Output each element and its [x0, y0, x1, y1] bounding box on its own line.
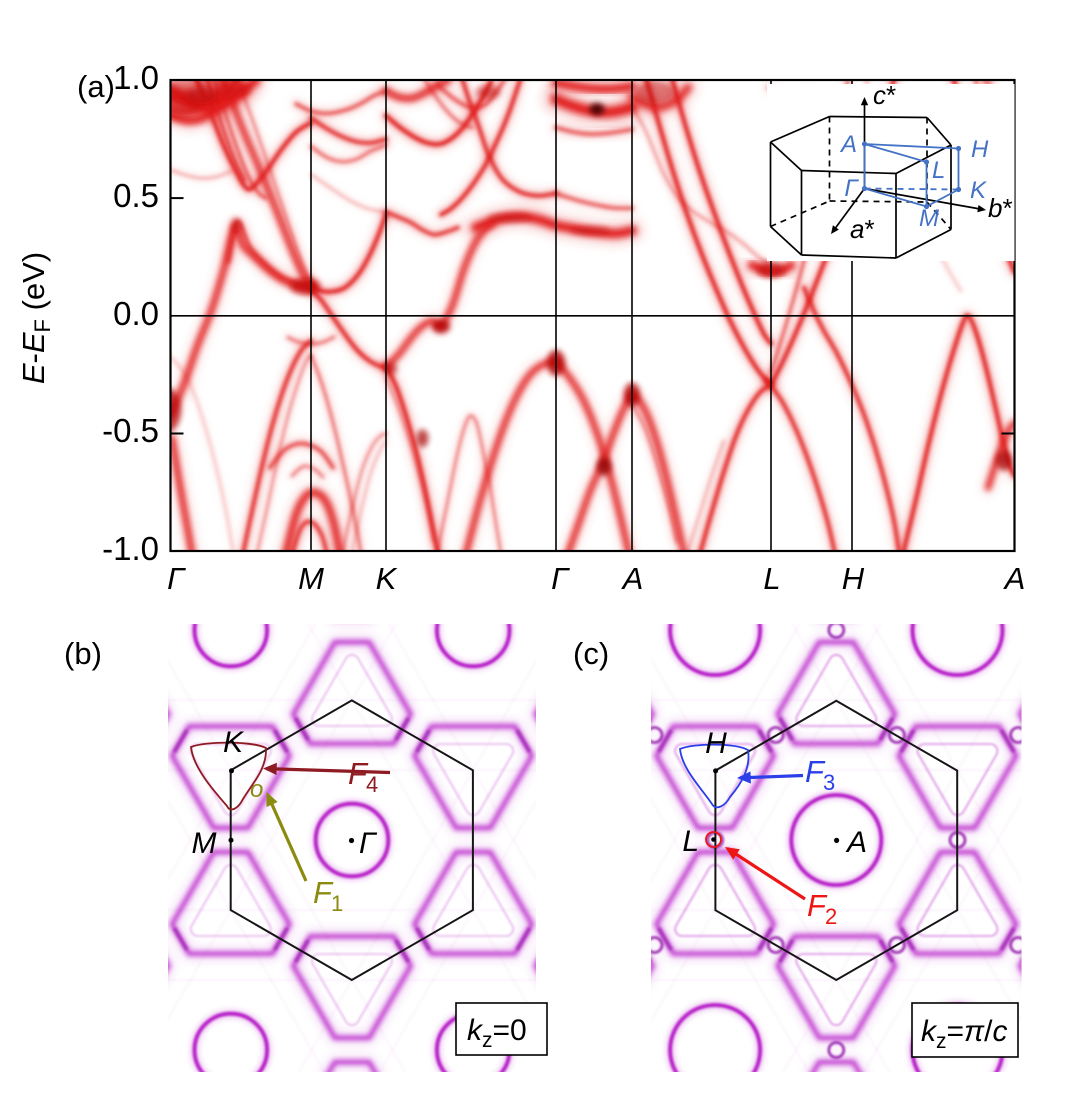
svg-text:Γ: Γ	[167, 561, 186, 596]
svg-text:Γ: Γ	[551, 561, 570, 596]
svg-text:A: A	[839, 131, 857, 158]
svg-text:A: A	[621, 561, 644, 596]
svg-text:H: H	[705, 727, 727, 760]
svg-text:K: K	[970, 177, 987, 204]
svg-text:-1.0: -1.0	[102, 530, 159, 567]
svg-text:2: 2	[825, 904, 837, 929]
svg-text:(b): (b)	[64, 636, 102, 671]
svg-text:(c): (c)	[573, 636, 609, 671]
svg-text:b*: b*	[988, 193, 1013, 223]
svg-text:-0.5: -0.5	[102, 412, 159, 449]
svg-text:o: o	[250, 776, 263, 803]
svg-text:kz=π/c: kz=π/c	[921, 1015, 1007, 1053]
svg-text:a*: a*	[850, 214, 875, 244]
svg-text:1.0: 1.0	[113, 59, 159, 96]
svg-text:K: K	[376, 561, 398, 596]
svg-text:0.0: 0.0	[113, 295, 159, 332]
svg-text:Γ: Γ	[359, 827, 378, 860]
svg-text:3: 3	[823, 770, 835, 795]
svg-text:H: H	[842, 561, 865, 596]
svg-text:kz=0: kz=0	[467, 1014, 527, 1052]
svg-text:c*: c*	[873, 80, 896, 110]
svg-text:K: K	[223, 726, 245, 759]
svg-text:Γ: Γ	[844, 175, 859, 202]
svg-text:1: 1	[331, 891, 343, 916]
svg-text:A: A	[1003, 561, 1026, 596]
svg-text:(a): (a)	[77, 69, 115, 104]
svg-text:H: H	[971, 136, 989, 163]
svg-text:0.5: 0.5	[113, 177, 159, 214]
svg-text:E-EF (eV): E-EF (eV)	[16, 252, 55, 384]
svg-text:M: M	[919, 205, 939, 232]
svg-text:4: 4	[366, 772, 378, 797]
svg-text:A: A	[845, 826, 867, 859]
svg-text:L: L	[682, 825, 699, 858]
svg-text:L: L	[932, 157, 945, 184]
svg-text:M: M	[298, 561, 324, 596]
svg-text:L: L	[763, 561, 780, 596]
svg-text:M: M	[192, 827, 217, 860]
